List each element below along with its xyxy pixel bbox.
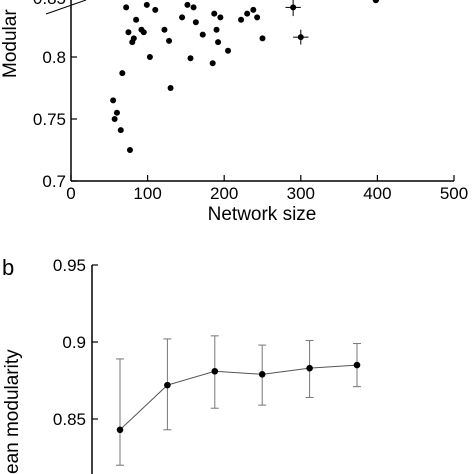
scatter-point (167, 85, 174, 91)
scatter-point (192, 19, 199, 26)
scatter-point (372, 0, 380, 4)
scatter-y-tick-label: 0.75 (33, 110, 66, 129)
scatter-point (215, 39, 222, 46)
line-y-tick-label: 0.9 (62, 333, 86, 352)
scatter-point (113, 109, 120, 116)
line-series-path (119, 364, 358, 431)
scatter-point (213, 26, 220, 33)
line-point (164, 381, 171, 389)
scatter-annotation-line (45, 0, 87, 15)
scatter-x-ticks: 0 100 200 300 400 500 (66, 175, 468, 203)
scatter-point (209, 60, 216, 67)
scatter-point (133, 16, 140, 23)
scatter-x-tick-label: 500 (440, 184, 468, 203)
scatter-point (217, 14, 224, 21)
scatter-point (119, 70, 126, 77)
line-y-axis-title: ean modularity (2, 349, 23, 474)
line-point (116, 426, 124, 434)
scatter-x-tick-label: 200 (210, 184, 238, 203)
line-y-tick-label: 0.85 (53, 410, 86, 429)
scatter-point-with-error (290, 4, 297, 11)
line-point (211, 367, 219, 375)
scatter-point (199, 31, 206, 38)
scatter-point (111, 116, 118, 122)
scatter-point (161, 26, 168, 33)
scatter-point-with-error (297, 34, 304, 41)
line-y-ticks: 0.85 0.9 0.95 (53, 256, 98, 429)
scatter-point (146, 54, 153, 60)
scatter-point (166, 37, 173, 44)
scatter-point (179, 14, 186, 21)
scatter-point (143, 1, 150, 8)
scatter-point (190, 4, 197, 11)
scatter-x-tick-label: 400 (363, 184, 391, 203)
scatter-y-ticks: 0.7 0.75 0.8 (33, 48, 77, 191)
scatter-y-tick-label-partial: 0.85 (33, 0, 66, 8)
scatter-point (259, 35, 266, 42)
scatter-point (126, 147, 133, 153)
scatter-point (238, 16, 245, 23)
scatter-points (110, 0, 380, 153)
scatter-point (110, 97, 117, 104)
scatter-point (125, 29, 132, 36)
scatter-point (254, 14, 261, 21)
scatter-point (117, 127, 124, 134)
scatter-point (140, 29, 147, 36)
scatter-x-tick-label: 300 (287, 184, 315, 203)
scatter-y-tick-label: 0.7 (42, 172, 66, 191)
scatter-x-tick-label: 0 (66, 184, 75, 203)
scatter-panel: 0 100 200 300 400 500 0.7 0.75 0.8 0.85 Network… (0, 0, 468, 225)
scatter-point (152, 6, 159, 13)
line-series (116, 335, 361, 466)
scatter-point (225, 47, 232, 54)
line-point (353, 361, 361, 369)
line-point (258, 371, 266, 378)
scatter-y-tick-label: 0.8 (42, 48, 66, 67)
panel-label-b: b (2, 255, 14, 280)
scatter-x-axis-title: Network size (208, 204, 317, 225)
scatter-y-axis-title: Modular (0, 9, 21, 78)
line-y-tick-label: 0.95 (53, 256, 86, 275)
line-panel: b 0.85 0.9 0.95 ean modularity (2, 255, 361, 474)
scatter-point (211, 10, 218, 17)
scatter-point (244, 10, 251, 17)
scatter-point (187, 55, 194, 62)
scatter-point (184, 1, 191, 8)
scatter-point (250, 6, 257, 13)
scatter-x-tick-label: 100 (133, 184, 161, 203)
scatter-point (123, 4, 130, 11)
scatter-point (130, 35, 137, 42)
line-point (306, 364, 313, 372)
